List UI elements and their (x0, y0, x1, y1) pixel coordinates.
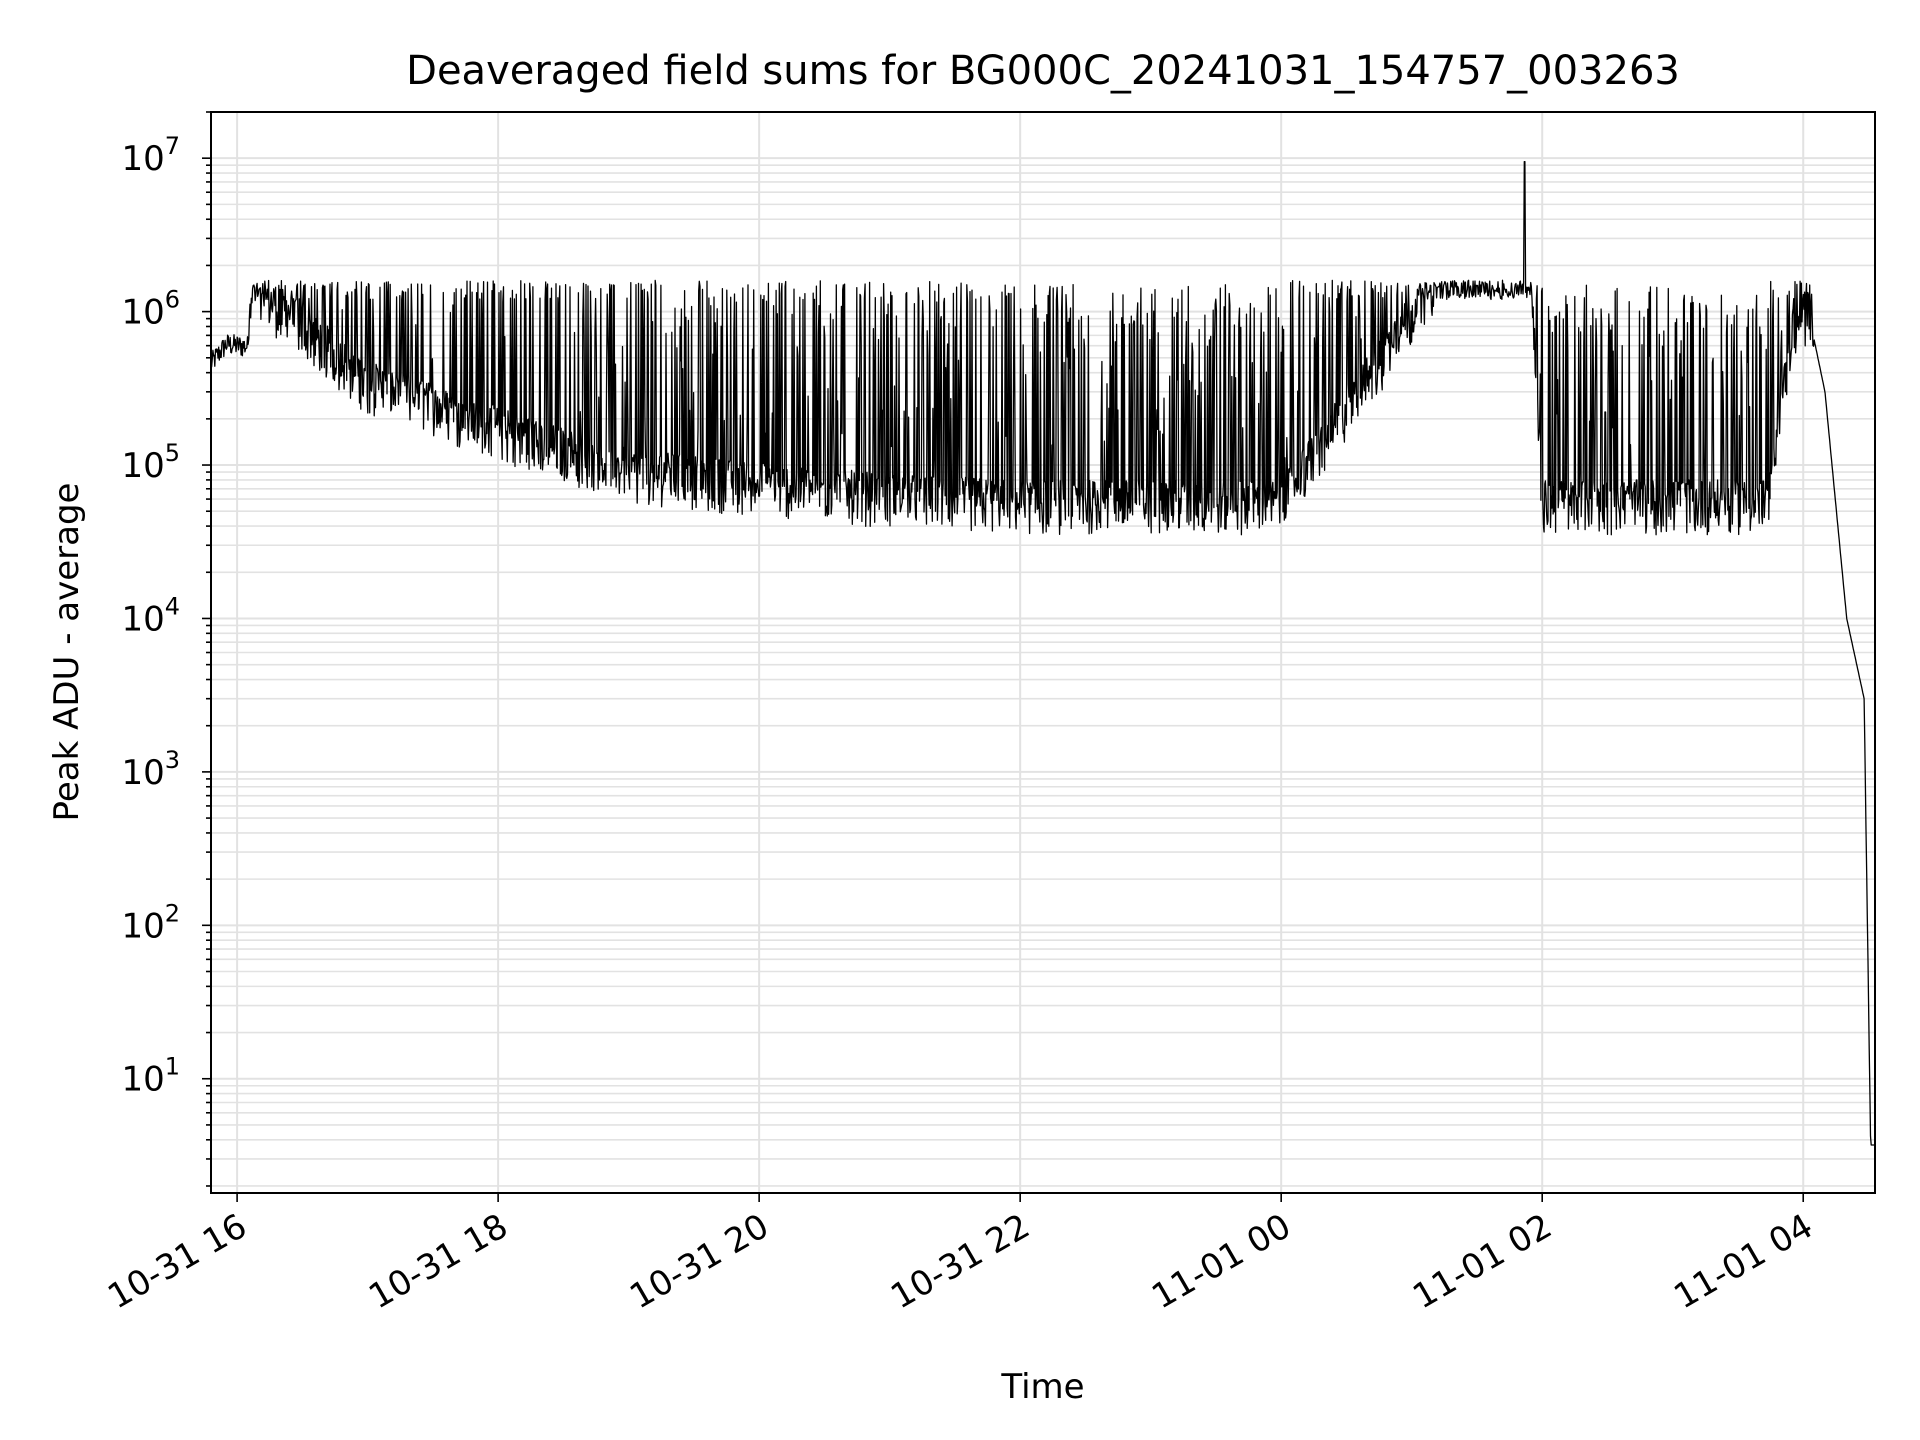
y-tick-label: 101 (121, 1053, 180, 1100)
y-axis-label: Peak ADU - average (47, 483, 87, 822)
chart-title: Deaveraged field sums for BG000C_2024103… (406, 48, 1680, 94)
y-tick-label: 107 (121, 132, 180, 179)
series-line (210, 160, 1876, 1146)
grid (211, 111, 1875, 1193)
y-tick-label: 104 (121, 592, 180, 639)
y-tick-label: 105 (121, 439, 180, 486)
y-tick-label: 102 (121, 899, 180, 946)
y-tick-label: 106 (121, 286, 180, 333)
x-axis-label: Time (1000, 1367, 1084, 1407)
y-tick-label: 103 (121, 746, 180, 793)
data-layer (210, 160, 1876, 1146)
